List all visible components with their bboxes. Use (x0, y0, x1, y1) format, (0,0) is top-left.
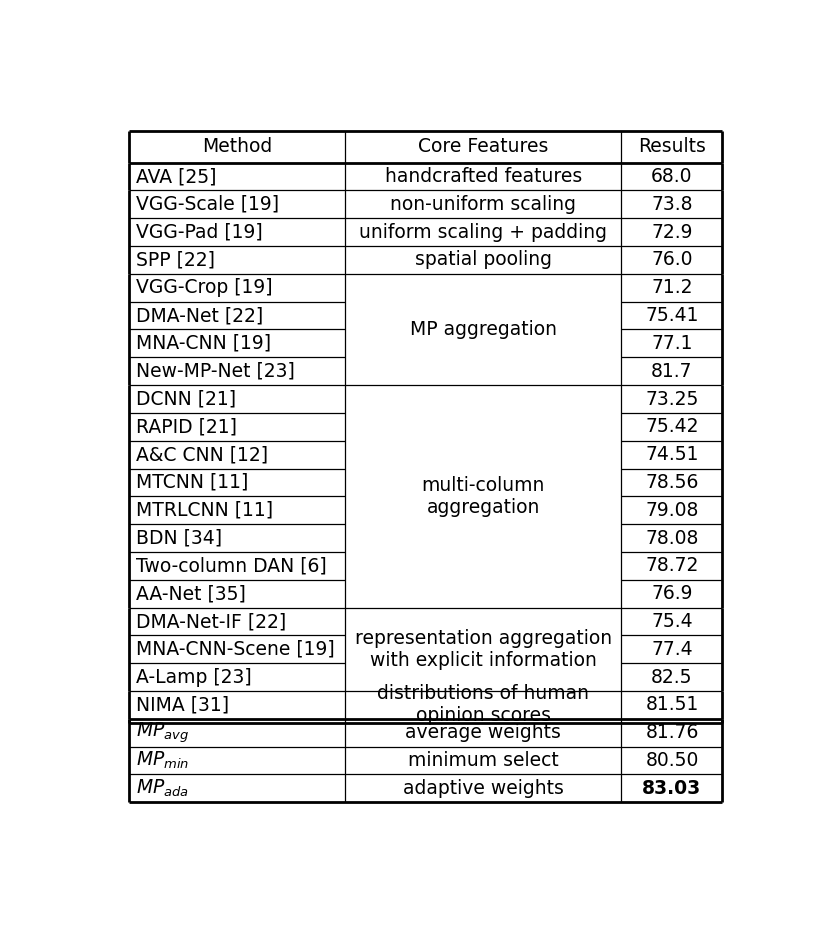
Text: handcrafted features: handcrafted features (385, 167, 582, 186)
Text: 77.1: 77.1 (651, 334, 693, 353)
Text: 81.76: 81.76 (645, 723, 699, 742)
Text: 76.0: 76.0 (651, 250, 693, 269)
Text: 68.0: 68.0 (651, 167, 693, 186)
Text: 72.9: 72.9 (651, 222, 693, 242)
Text: AVA [25]: AVA [25] (136, 167, 217, 186)
Text: 75.4: 75.4 (651, 612, 693, 631)
Text: MTRLCNN [11]: MTRLCNN [11] (136, 501, 274, 520)
Text: 75.42: 75.42 (645, 417, 699, 436)
Text: spatial pooling: spatial pooling (415, 250, 552, 269)
Text: 73.8: 73.8 (651, 195, 693, 214)
Text: DMA-Net-IF [22]: DMA-Net-IF [22] (136, 612, 287, 631)
Text: 78.72: 78.72 (645, 556, 699, 575)
Text: A-Lamp [23]: A-Lamp [23] (136, 668, 252, 687)
Text: Method: Method (202, 137, 272, 156)
Text: $\mathit{MP_{avg}}$: $\mathit{MP_{avg}}$ (136, 720, 190, 745)
Text: 76.9: 76.9 (651, 584, 693, 603)
Text: 80.50: 80.50 (645, 751, 699, 770)
Text: VGG-Pad [19]: VGG-Pad [19] (136, 222, 263, 242)
Text: minimum select: minimum select (408, 751, 559, 770)
Text: 78.08: 78.08 (645, 529, 699, 548)
Text: $\mathit{MP_{min}}$: $\mathit{MP_{min}}$ (136, 749, 190, 771)
Text: A&C CNN [12]: A&C CNN [12] (136, 446, 269, 464)
Text: 78.56: 78.56 (645, 473, 699, 492)
Text: 74.51: 74.51 (645, 446, 699, 464)
Text: MNA-CNN-Scene [19]: MNA-CNN-Scene [19] (136, 640, 335, 658)
Text: representation aggregation
with explicit information: representation aggregation with explicit… (355, 628, 612, 670)
Text: Two-column DAN [6]: Two-column DAN [6] (136, 556, 327, 575)
Text: DMA-Net [22]: DMA-Net [22] (136, 306, 264, 325)
Text: adaptive weights: adaptive weights (403, 779, 564, 798)
Text: MTCNN [11]: MTCNN [11] (136, 473, 249, 492)
Text: uniform scaling + padding: uniform scaling + padding (359, 222, 607, 242)
Text: 79.08: 79.08 (645, 501, 699, 520)
Text: 83.03: 83.03 (643, 779, 701, 798)
Text: MNA-CNN [19]: MNA-CNN [19] (136, 334, 271, 353)
Text: 81.7: 81.7 (651, 362, 693, 381)
Text: $\mathit{MP_{ada}}$: $\mathit{MP_{ada}}$ (136, 778, 190, 799)
Text: multi-column
aggregation: multi-column aggregation (422, 476, 545, 517)
Text: MP aggregation: MP aggregation (410, 320, 557, 339)
Text: AA-Net [35]: AA-Net [35] (136, 584, 246, 603)
Text: NIMA [31]: NIMA [31] (136, 695, 229, 715)
Text: Core Features: Core Features (419, 137, 549, 156)
Text: VGG-Scale [19]: VGG-Scale [19] (136, 195, 279, 214)
Text: New-MP-Net [23]: New-MP-Net [23] (136, 362, 295, 381)
Text: DCNN [21]: DCNN [21] (136, 389, 236, 409)
Text: 73.25: 73.25 (645, 389, 699, 409)
Text: 81.51: 81.51 (645, 695, 699, 715)
Text: 75.41: 75.41 (645, 306, 699, 325)
Text: non-uniform scaling: non-uniform scaling (391, 195, 577, 214)
Text: 71.2: 71.2 (651, 279, 693, 297)
Text: average weights: average weights (405, 723, 561, 742)
Text: distributions of human
opinion scores: distributions of human opinion scores (377, 685, 589, 725)
Text: SPP [22]: SPP [22] (136, 250, 215, 269)
Text: 77.4: 77.4 (651, 640, 693, 658)
Text: 82.5: 82.5 (651, 668, 693, 687)
Text: Results: Results (638, 137, 706, 156)
Text: RAPID [21]: RAPID [21] (136, 417, 237, 436)
Text: BDN [34]: BDN [34] (136, 529, 222, 548)
Text: VGG-Crop [19]: VGG-Crop [19] (136, 279, 273, 297)
